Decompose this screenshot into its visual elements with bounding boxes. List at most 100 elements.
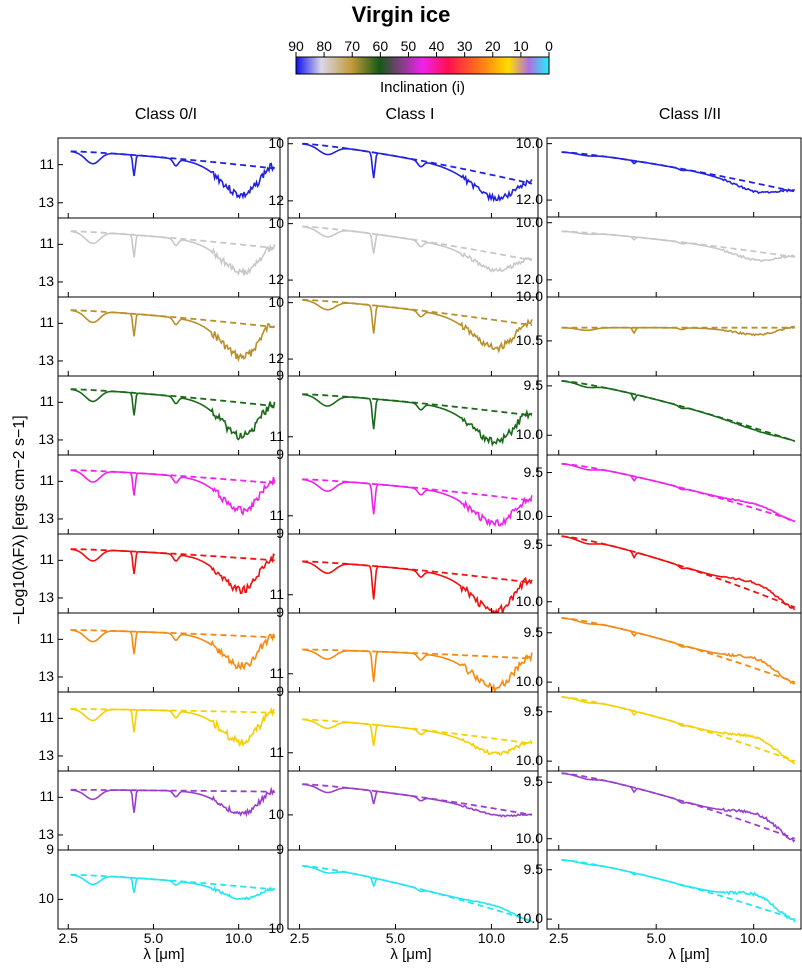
panel-frame <box>546 375 802 456</box>
colorbar-tick-label: 30 <box>456 38 473 54</box>
y-tick-label: 12 <box>268 271 284 288</box>
panel-3-1 <box>546 137 802 218</box>
sed-line <box>561 696 796 765</box>
sed-line <box>302 783 532 818</box>
model-continuum-line <box>302 393 533 417</box>
sed-line <box>561 325 795 337</box>
panel-frame <box>546 691 802 772</box>
colorbar-label: Inclination (i) <box>379 79 466 96</box>
panel-2-9 <box>287 770 539 851</box>
panel-frame <box>287 691 539 772</box>
y-tick-label: 11 <box>39 314 54 331</box>
x-tick-label: 2.5 <box>548 930 569 946</box>
panel-frame <box>546 296 802 377</box>
panel-frame <box>287 137 539 219</box>
panel-2-10 <box>287 849 539 930</box>
panel-frame <box>546 216 802 298</box>
y-tick-label: 12 <box>268 191 284 208</box>
model-continuum-line <box>302 225 533 262</box>
sed-line <box>70 629 276 671</box>
model-continuum-line <box>302 783 533 816</box>
panel-1-5 <box>57 454 281 535</box>
column-title-class-i-ii: Class I/II <box>658 106 722 123</box>
panel-2-7 <box>287 612 539 693</box>
y-tick-label: 9.5 <box>523 463 543 480</box>
sed-line <box>302 299 533 354</box>
y-tick-label: 11 <box>269 743 284 760</box>
panel-1-8 <box>57 691 281 772</box>
panel-1-4 <box>57 375 281 456</box>
y-tick-label: 13 <box>38 667 54 684</box>
y-tick-label: 10.0 <box>515 507 543 524</box>
y-tick-label: 10 <box>38 890 54 907</box>
panel-1-7 <box>57 612 281 693</box>
panel-frame <box>287 454 539 535</box>
model-continuum-line <box>70 309 275 328</box>
panel-3-4 <box>546 375 802 456</box>
y-tick-label: 12.0 <box>515 270 543 287</box>
column-title-class-i: Class I <box>385 106 435 123</box>
model-continuum-line <box>70 788 275 793</box>
x-tick-label: 2.5 <box>58 930 78 946</box>
y-tick-label: 9 <box>276 683 284 699</box>
model-continuum-line <box>561 380 796 443</box>
y-tick-label: 12.0 <box>515 191 543 208</box>
model-continuum-line <box>561 696 796 762</box>
sed-line <box>561 535 796 611</box>
model-continuum-line <box>70 548 275 562</box>
panel-frame <box>57 137 281 219</box>
sed-line <box>70 469 276 516</box>
model-continuum-line <box>302 864 533 922</box>
panel-frame <box>546 612 802 693</box>
y-tick-label: 10.0 <box>515 673 543 690</box>
panel-frame <box>287 770 539 851</box>
y-tick-label: 9.5 <box>523 536 543 553</box>
sed-line <box>70 388 276 441</box>
y-tick-label: 9.5 <box>523 773 543 790</box>
colorbar-tick-label: 0 <box>545 38 553 54</box>
y-tick-label: 11 <box>269 506 284 523</box>
sed-line <box>302 225 533 273</box>
panel-frame <box>57 533 281 614</box>
y-tick-label: 9.5 <box>523 376 543 393</box>
y-tick-label: 10.0 <box>515 426 543 443</box>
panel-frame <box>57 217 281 298</box>
x-tick-label: 5.0 <box>646 930 666 946</box>
y-tick-label: 11 <box>39 472 54 489</box>
panel-frame <box>546 770 802 851</box>
model-continuum-line <box>302 298 533 327</box>
sed-line <box>561 380 796 442</box>
y-tick-label: 10 <box>268 805 284 822</box>
y-tick-label: 11 <box>39 393 54 410</box>
y-tick-label: 9.5 <box>523 702 543 719</box>
panel-2-8 <box>287 691 539 772</box>
sed-line <box>561 463 795 523</box>
panel-3-6 <box>546 533 802 614</box>
panel-2-4 <box>287 375 539 456</box>
sed-line <box>70 230 276 276</box>
colorbar-tick-label: 20 <box>484 38 501 54</box>
sed-line <box>561 859 796 923</box>
model-continuum-line <box>70 873 275 891</box>
model-continuum-line <box>561 859 796 920</box>
x-tick-label: 5.0 <box>143 930 164 946</box>
y-tick-label: 13 <box>38 351 54 368</box>
x-tick-label: 2.5 <box>289 930 310 946</box>
panel-2-6 <box>287 533 539 614</box>
x-tick-label: 10.0 <box>740 930 768 946</box>
y-tick-label: 12 <box>268 350 284 367</box>
y-tick-label: 11 <box>269 585 284 602</box>
sed-line <box>302 648 533 692</box>
panel-2-1 <box>287 137 539 219</box>
panel-2-2 <box>287 217 539 298</box>
panel-3-3 <box>546 296 802 377</box>
panel-frame <box>287 375 539 456</box>
y-tick-label: 10.0 <box>515 288 543 304</box>
model-continuum-line <box>561 230 795 258</box>
y-tick-label: 10.0 <box>515 592 543 609</box>
colorbar <box>295 56 550 75</box>
y-tick-label: 10 <box>268 214 284 231</box>
model-continuum-line <box>561 535 796 609</box>
x-axis-label-col3: λ [μm] <box>668 946 710 963</box>
